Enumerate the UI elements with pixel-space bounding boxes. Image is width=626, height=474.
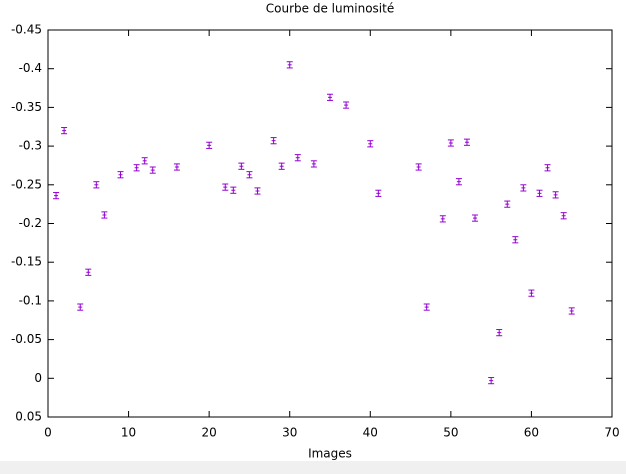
error-bar (552, 191, 559, 199)
y-tick-label: 0 (34, 371, 42, 385)
error-bar (415, 163, 422, 171)
error-bar (254, 187, 261, 195)
error-bar (496, 329, 503, 337)
error-bar (560, 212, 567, 220)
error-bar (270, 137, 277, 145)
error-bar (544, 164, 551, 172)
error-bar (472, 214, 479, 222)
x-tick-label: 20 (202, 426, 217, 440)
error-bar (53, 192, 60, 200)
y-tick-label: 0.05 (15, 410, 42, 424)
error-bar (222, 183, 229, 191)
error-bar (455, 178, 462, 186)
error-bar (512, 236, 519, 244)
error-bar (520, 184, 527, 192)
error-bar (568, 307, 575, 315)
chart-title: Courbe de luminosité (266, 2, 394, 16)
error-bar (133, 164, 140, 172)
error-bar (141, 157, 148, 165)
error-bar (367, 140, 374, 148)
error-bar (85, 268, 92, 276)
error-bar (488, 377, 495, 385)
y-tick-label: -0.25 (11, 177, 42, 191)
x-tick-label: 40 (363, 426, 378, 440)
y-tick-label: -0.05 (11, 332, 42, 346)
x-tick-label: 0 (44, 426, 52, 440)
error-bar (93, 181, 100, 189)
error-bar (504, 200, 511, 208)
error-bar (310, 160, 317, 168)
y-tick-label: -0.3 (19, 139, 42, 153)
x-tick-label: 30 (282, 426, 297, 440)
error-bar (77, 303, 84, 311)
error-bar (528, 289, 535, 297)
y-tick-label: -0.1 (19, 293, 42, 307)
error-bar (149, 166, 156, 174)
error-bar (173, 163, 180, 171)
x-tick-label: 10 (121, 426, 136, 440)
error-bar (117, 171, 124, 179)
error-bar (61, 127, 68, 135)
error-bar (206, 141, 213, 149)
y-tick-label: -0.4 (19, 61, 42, 75)
error-bar (463, 138, 470, 146)
y-tick-label: -0.45 (11, 23, 42, 37)
x-tick-label: 60 (524, 426, 539, 440)
x-tick-label: 70 (604, 426, 619, 440)
error-bar (327, 93, 333, 101)
error-bar (423, 303, 430, 311)
error-bar (238, 162, 245, 170)
error-bar (230, 186, 237, 194)
error-bar (101, 211, 108, 219)
x-tick-label: 50 (443, 426, 458, 440)
y-tick-label: -0.35 (11, 100, 42, 114)
x-axis-label: Images (308, 447, 352, 461)
error-bar (375, 189, 382, 197)
error-bar (536, 189, 543, 197)
status-strip (0, 461, 626, 474)
error-bar (343, 101, 350, 109)
y-tick-label: -0.2 (19, 216, 42, 230)
error-bar (294, 154, 301, 162)
error-bar (286, 61, 293, 69)
error-bar (246, 171, 253, 179)
error-bar (447, 139, 454, 147)
error-bar (278, 162, 285, 170)
error-bar (439, 215, 446, 223)
y-tick-label: -0.15 (11, 255, 42, 269)
